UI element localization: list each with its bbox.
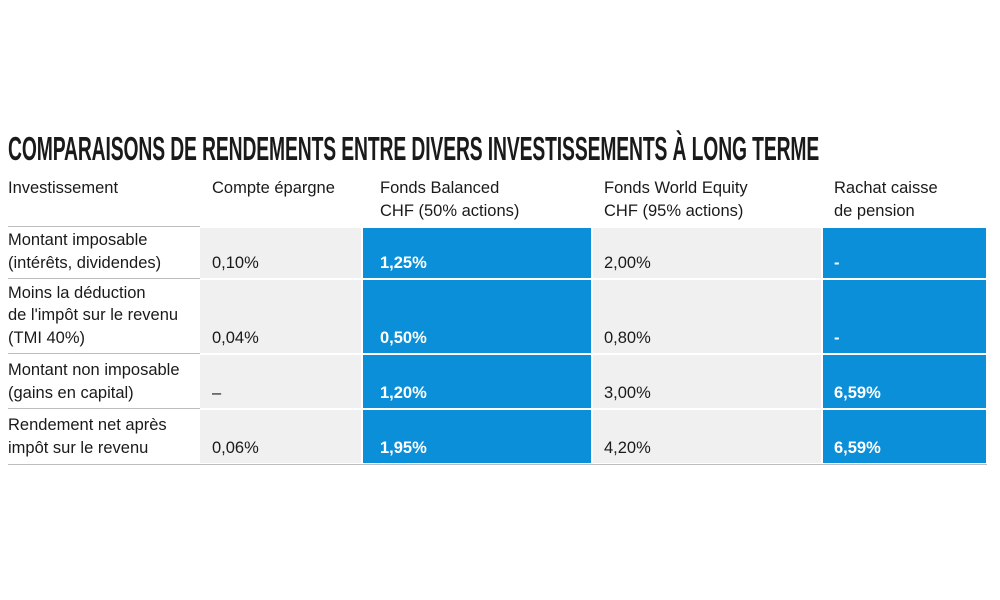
value-cell: 0,04% (200, 280, 361, 353)
value-cell: 3,00% (593, 355, 821, 408)
text-line: de l'impôt sur le revenu (8, 306, 179, 324)
value-cell: 6,59% (823, 355, 986, 408)
value-cell: 1,25% (363, 228, 591, 278)
value-cell: 0,06% (200, 410, 361, 463)
text-line: Investissement (8, 179, 119, 197)
text-line: Montant non imposable (8, 361, 180, 379)
text-line: CHF (95% actions) (604, 201, 744, 220)
row-label: Montant imposable (intérêts, dividendes) (8, 228, 200, 278)
text-line: 2,00% (604, 253, 651, 272)
text-line: 3,00% (604, 383, 651, 402)
header-cell: Rachat caisse de pension (823, 177, 987, 225)
value-cell: 0,50% (363, 280, 591, 353)
text-line: - (834, 253, 840, 272)
row-separator (8, 408, 200, 409)
row-separator (8, 353, 200, 354)
text-line: – (212, 383, 222, 402)
value-cell: 1,20% (363, 355, 591, 408)
text-line: 1,25% (380, 253, 427, 272)
text-line: Fonds Balanced (380, 179, 500, 197)
value-cell: 0,10% (200, 228, 361, 278)
text-line: Fonds World Equity (604, 179, 748, 197)
header-cell: Compte épargne (200, 177, 362, 225)
value-cell: - (823, 280, 986, 353)
text-line: Rendement net après (8, 416, 167, 434)
text-line: Montant imposable (8, 231, 148, 249)
text-line: 0,10% (212, 253, 259, 272)
header-cell: Fonds World Equity CHF (95% actions) (593, 177, 822, 225)
text-line: 6,59% (834, 438, 881, 457)
text-line: CHF (50% actions) (380, 201, 520, 220)
row-label: Moins la déduction de l'impôt sur le reve… (8, 280, 200, 353)
text-line: 0,06% (212, 438, 259, 457)
text-line: Rachat caisse (834, 179, 938, 197)
row-label: Montant non imposable (gains en capital) (8, 355, 200, 408)
text-line: 0,80% (604, 328, 651, 347)
text-line: 4,20% (604, 438, 651, 457)
text-line: 0,04% (212, 328, 259, 347)
value-cell: 1,95% (363, 410, 591, 463)
text-line: (TMI 40%) (8, 328, 86, 347)
value-cell: – (200, 355, 361, 408)
row-separator (8, 278, 200, 279)
text-line: de pension (834, 201, 915, 220)
row-separator (8, 226, 200, 227)
value-cell: - (823, 228, 986, 278)
value-cell: 6,59% (823, 410, 986, 463)
value-cell: 4,20% (593, 410, 821, 463)
table-title: COMPARAISONS DE RENDEMENTS ENTRE DIVERS … (8, 130, 820, 167)
header-cell: Investissement (8, 177, 200, 225)
value-cell: 0,80% (593, 280, 821, 353)
text-line: - (834, 328, 840, 347)
text-line: Compte épargne (212, 179, 335, 197)
text-line: 1,95% (380, 438, 427, 457)
text-line: 6,59% (834, 383, 881, 402)
text-line: impôt sur le revenu (8, 438, 149, 457)
header-cell: Fonds Balanced CHF (50% actions) (363, 177, 592, 225)
row-label: Rendement net après impôt sur le revenu (8, 410, 200, 463)
text-line: 0,50% (380, 328, 427, 347)
row-separator (8, 464, 987, 465)
text-line: (gains en capital) (8, 383, 134, 402)
value-cell: 2,00% (593, 228, 821, 278)
text-line: Moins la déduction (8, 283, 146, 302)
text-line: (intérêts, dividendes) (8, 253, 162, 272)
text-line: 1,20% (380, 383, 427, 402)
